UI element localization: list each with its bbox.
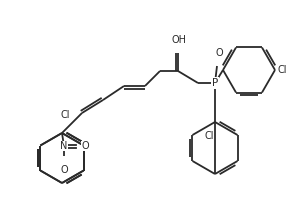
Text: O: O (60, 165, 68, 175)
Text: N: N (60, 141, 68, 151)
Text: P: P (212, 78, 218, 88)
Text: OH: OH (171, 35, 187, 45)
Text: Cl: Cl (61, 110, 70, 120)
Text: O: O (81, 141, 89, 151)
Text: Cl: Cl (204, 131, 214, 141)
Text: Cl: Cl (278, 65, 287, 75)
Text: O: O (215, 48, 223, 58)
